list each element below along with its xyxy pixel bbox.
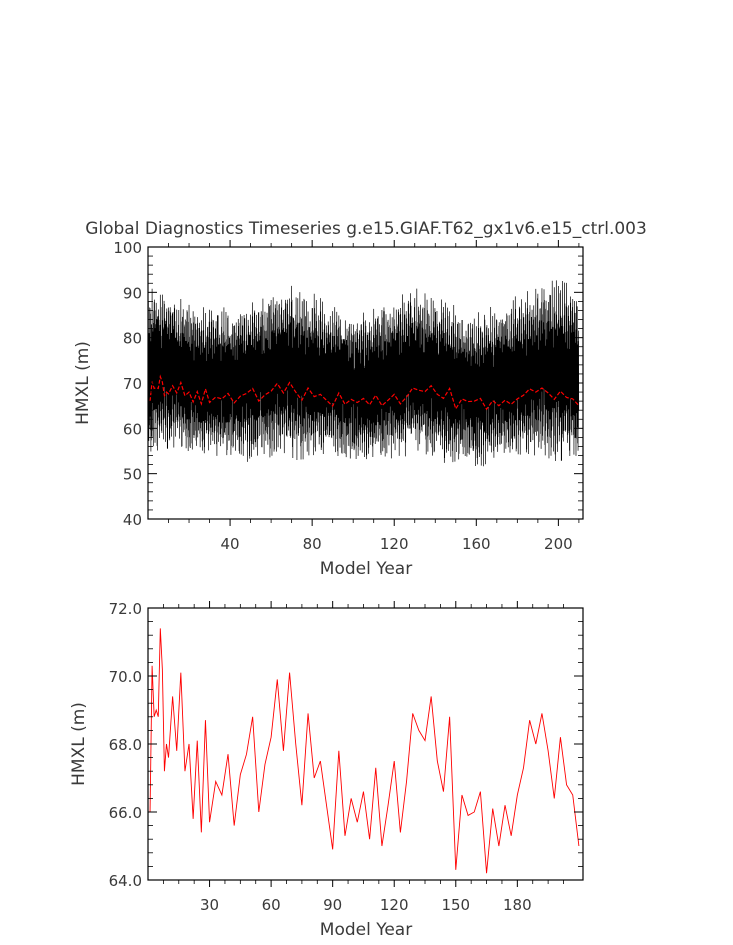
bottom-y-tick-label: 68.0	[109, 736, 142, 754]
bottom-y-tick-label: 70.0	[109, 668, 142, 686]
bottom-y-axis-label: HMXL (m)	[69, 702, 89, 786]
bottom-x-axis-label: Model Year	[320, 920, 412, 940]
bottom-plot-frame	[147, 607, 584, 881]
top-plot-area	[147, 280, 580, 467]
bottom-x-tick-label: 90	[323, 896, 342, 914]
top-y-tick-label: 70	[123, 375, 142, 393]
bottom-x-tick-label: 120	[380, 896, 409, 914]
top-y-tick-label: 40	[123, 511, 142, 529]
bottom-plot-area	[149, 628, 580, 874]
bottom-x-tick-label: 30	[200, 896, 219, 914]
top-x-axis-label: Model Year	[320, 559, 412, 579]
top-x-tick-label: 120	[380, 535, 409, 553]
bottom-x-tick-label: 180	[503, 896, 532, 914]
bottom-x-tick-label: 60	[262, 896, 281, 914]
top-y-tick-label: 80	[123, 330, 142, 348]
top-x-tick-label: 80	[303, 535, 322, 553]
top-x-tick-label: 40	[221, 535, 240, 553]
bottom-y-tick-label: 66.0	[109, 804, 142, 822]
top-x-tick-label: 160	[462, 535, 491, 553]
top-annual-mean-line	[149, 374, 580, 411]
bottom-x-tick-label: 150	[441, 896, 470, 914]
bottom-y-tick-label: 72.0	[109, 600, 142, 618]
top-y-tick-label: 90	[123, 284, 142, 302]
top-x-tick-label: 200	[544, 535, 573, 553]
top-y-tick-label: 100	[113, 239, 142, 257]
bottom-panel: 64.0 66.0 68.0 70.0 72.0 30 60 90 120 150 180 Mode…	[69, 600, 584, 940]
bottom-y-tick-label: 64.0	[109, 872, 142, 890]
top-y-tick-label: 50	[123, 466, 142, 484]
bottom-annual-mean-line	[149, 628, 580, 874]
top-y-tick-label: 60	[123, 420, 142, 438]
top-y-axis-label: HMXL (m)	[73, 341, 93, 425]
top-monthly-series-line	[147, 280, 580, 467]
bottom-axis-ticks: 64.0 66.0 68.0 70.0 72.0 30 60 90 120 150 180	[109, 600, 583, 914]
top-axis-ticks: 40 50 60 70 80 90 100 40 80 120 160 200	[113, 239, 583, 553]
figure-title: Global Diagnostics Timeseries g.e15.GIAF…	[85, 219, 647, 239]
